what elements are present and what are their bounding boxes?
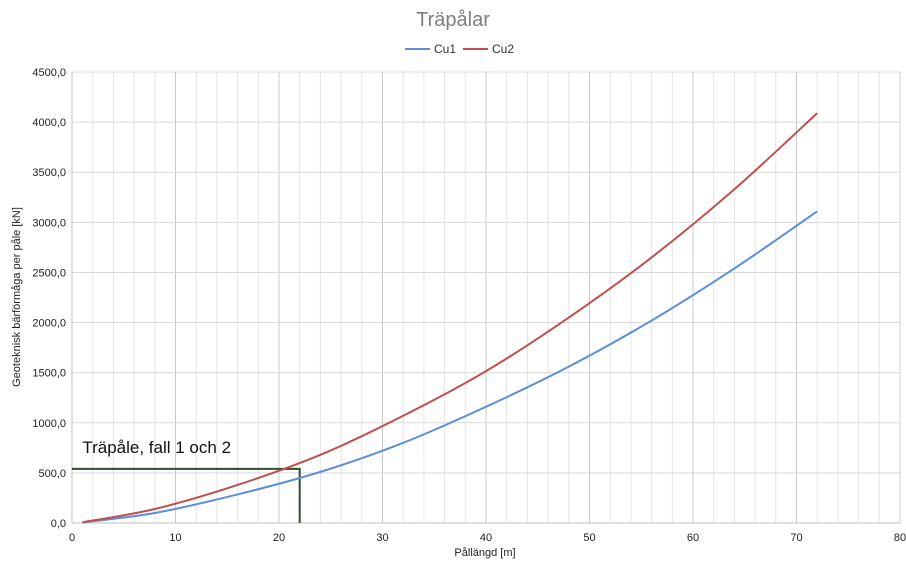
annotation: Träpåle, fall 1 och 2: [72, 438, 301, 523]
y-tick-label: 3500,0: [32, 167, 66, 179]
y-tick-label: 3000,0: [32, 217, 66, 229]
x-tick-label: 30: [376, 532, 388, 544]
x-axis-title: Pållängd [m]: [454, 547, 515, 559]
y-axis-title: Geoteknisk bärförmåga per påle [kN]: [11, 207, 23, 387]
x-tick-label: 20: [273, 532, 285, 544]
y-tick-label: 2500,0: [32, 267, 66, 279]
legend-label-cu1: Cu1: [434, 42, 456, 56]
y-tick-label: 1500,0: [32, 368, 66, 380]
y-tick-label: 4500,0: [32, 67, 66, 79]
y-tick-label: 1000,0: [32, 418, 66, 430]
x-tick-label: 40: [480, 532, 492, 544]
y-tick-label: 500,0: [38, 468, 66, 480]
y-tick-label: 2000,0: [32, 318, 66, 330]
x-tick-label: 60: [687, 532, 699, 544]
x-tick-label: 50: [583, 532, 595, 544]
y-tick-label: 4000,0: [32, 117, 66, 129]
annotation-label: Träpåle, fall 1 och 2: [82, 438, 231, 457]
x-tick-label: 0: [69, 532, 75, 544]
x-tick-label: 70: [790, 532, 802, 544]
x-tick-label: 10: [169, 532, 181, 544]
chart-title: Träpålar: [416, 9, 490, 31]
annotation-bracket: [72, 467, 301, 523]
series-lines: [82, 112, 818, 524]
x-tick-label: 80: [894, 532, 906, 544]
y-tick-label: 0,0: [51, 518, 66, 530]
grid: [72, 71, 901, 523]
series-line-cu1: [82, 210, 818, 524]
legend: Cu1 Cu2: [405, 42, 514, 56]
tick-labels: 0 10 20 30 40 50 60 70 80 0,0 500,0 1000,0 1500,0 200…: [32, 67, 906, 544]
legend-label-cu2: Cu2: [492, 42, 514, 56]
series-line-cu2: [82, 112, 818, 524]
axes: [71, 72, 900, 524]
